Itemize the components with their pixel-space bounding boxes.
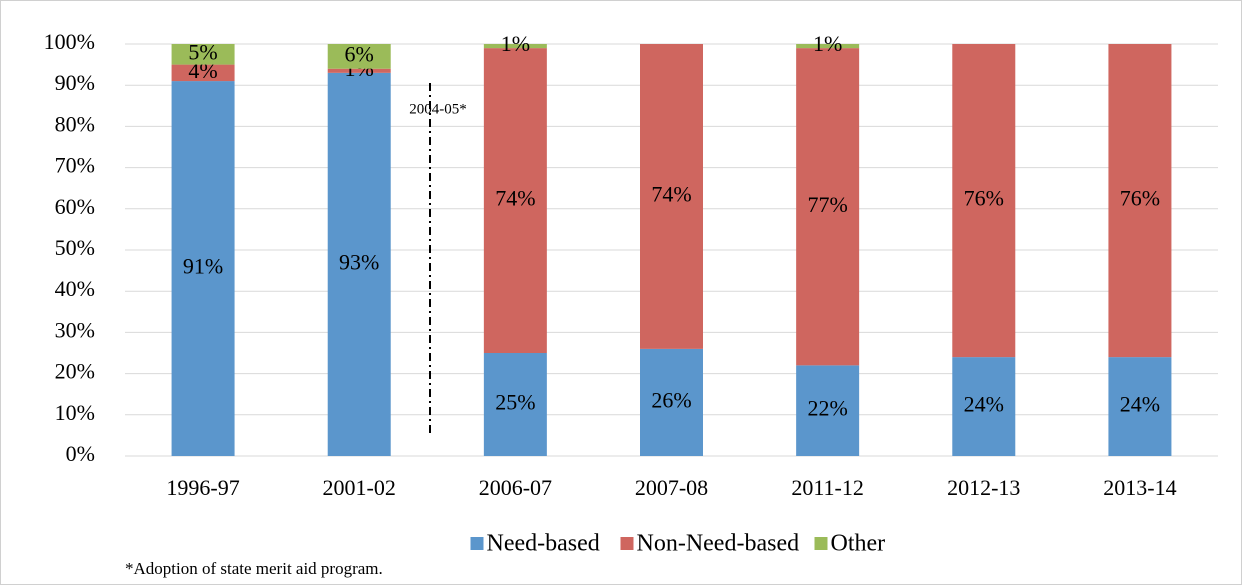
y-tick-label: 80% bbox=[55, 111, 95, 136]
data-label: 76% bbox=[964, 186, 1004, 211]
x-tick-label: 2012-13 bbox=[947, 475, 1020, 500]
bar-segment bbox=[483, 44, 547, 49]
y-tick-label: 100% bbox=[44, 29, 95, 54]
bar-segment bbox=[327, 44, 391, 69]
bar-segment bbox=[796, 44, 860, 49]
y-tick-label: 40% bbox=[55, 276, 95, 301]
bar-segment bbox=[171, 81, 235, 456]
data-label: 22% bbox=[807, 396, 847, 421]
y-tick-label: 10% bbox=[55, 400, 95, 425]
annotation: 2004-05* bbox=[409, 101, 467, 117]
data-label: 1% bbox=[813, 31, 842, 56]
x-tick-label: 2011-12 bbox=[791, 475, 864, 500]
legend-swatch bbox=[620, 537, 634, 550]
y-tick-label: 60% bbox=[55, 194, 95, 219]
x-tick-label: 2001-02 bbox=[323, 475, 396, 500]
data-label: 1% bbox=[501, 31, 530, 56]
x-tick-label: 2006-07 bbox=[479, 475, 552, 500]
bar-segment bbox=[796, 48, 860, 366]
data-label: 74% bbox=[651, 181, 691, 206]
x-tick-label: 2013-14 bbox=[1103, 475, 1176, 500]
legend-swatch bbox=[470, 537, 484, 550]
bar-segment bbox=[327, 68, 391, 73]
y-tick-label: 70% bbox=[55, 153, 95, 178]
legend-label: Need-based bbox=[487, 531, 600, 557]
y-tick-label: 50% bbox=[55, 235, 95, 260]
bar-segment bbox=[1108, 44, 1172, 358]
data-label: 24% bbox=[1120, 392, 1160, 417]
bar-segment bbox=[640, 348, 703, 456]
data-label: 5% bbox=[188, 39, 217, 64]
bar-segment bbox=[483, 48, 547, 354]
bar-segment bbox=[483, 353, 547, 456]
data-label: 26% bbox=[651, 387, 691, 412]
legend-swatch bbox=[814, 537, 828, 550]
y-tick-label: 90% bbox=[55, 70, 95, 95]
data-label: 93% bbox=[339, 249, 379, 274]
data-label: 25% bbox=[495, 390, 535, 415]
bar-segment bbox=[796, 365, 860, 456]
legend-label: Other bbox=[831, 531, 886, 557]
bar-segment bbox=[171, 44, 235, 65]
data-label: 6% bbox=[345, 41, 374, 66]
bar-segment bbox=[171, 64, 235, 82]
footnote: *Adoption of state merit aid program. bbox=[125, 559, 383, 578]
data-label: 76% bbox=[1120, 186, 1160, 211]
bar-segment bbox=[1108, 357, 1172, 456]
data-label: 91% bbox=[183, 254, 223, 279]
bar-segment bbox=[952, 357, 1016, 456]
bar-segment bbox=[640, 44, 703, 349]
y-tick-label: 30% bbox=[55, 317, 95, 342]
y-tick-label: 20% bbox=[55, 359, 95, 384]
data-label: 74% bbox=[495, 186, 535, 211]
bar-segment bbox=[327, 72, 391, 456]
y-tick-label: 0% bbox=[66, 441, 95, 466]
legend-label: Non-Need-based bbox=[637, 531, 800, 557]
data-label: 77% bbox=[807, 192, 847, 217]
x-tick-label: 2007-08 bbox=[635, 475, 708, 500]
bar-segment bbox=[952, 44, 1016, 358]
data-label: 24% bbox=[964, 392, 1004, 417]
x-tick-label: 1996-97 bbox=[166, 475, 239, 500]
